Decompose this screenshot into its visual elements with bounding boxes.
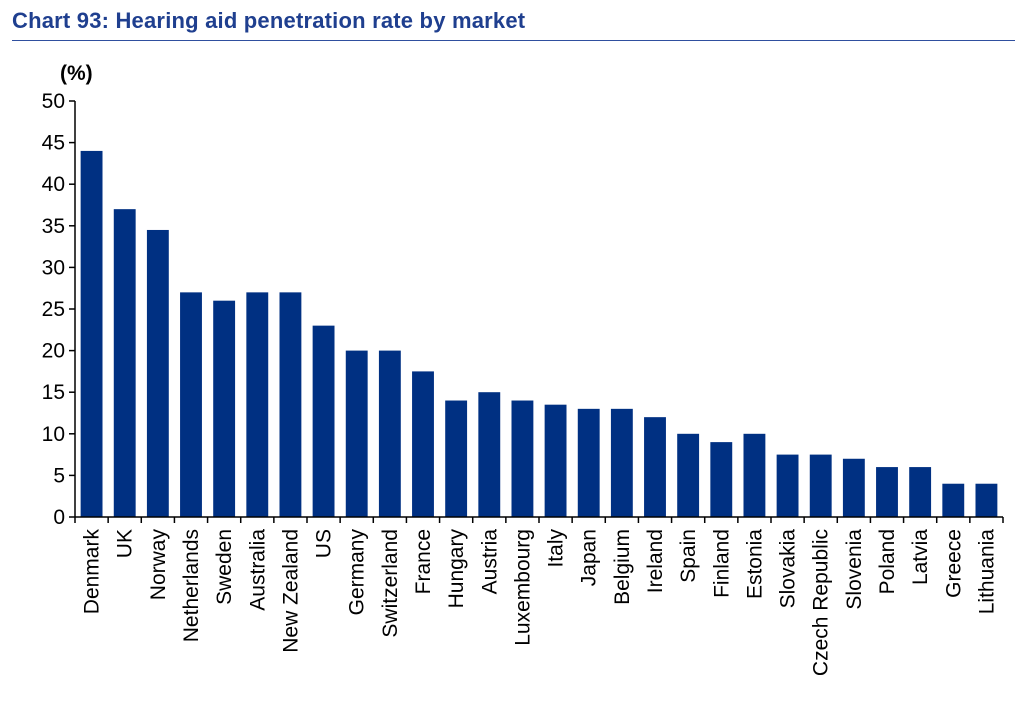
- bar-spain: [677, 433, 700, 517]
- bar-netherlands: [180, 292, 202, 517]
- bar-lithuania: [975, 483, 998, 517]
- y-tick-label: 40: [42, 173, 65, 196]
- x-tick-label: Ireland: [644, 529, 667, 593]
- bar-slovakia: [776, 454, 799, 517]
- x-tick-label: Switzerland: [379, 529, 402, 638]
- bar-austria: [478, 392, 501, 517]
- bar-norway: [146, 229, 169, 517]
- x-tick-label: Germany: [346, 529, 369, 616]
- x-tick-label: Luxembourg: [511, 529, 534, 646]
- chart-title: Chart 93: Hearing aid penetration rate b…: [12, 8, 526, 33]
- x-tick-label: Austria: [478, 529, 501, 595]
- bar-finland: [710, 442, 733, 517]
- bar-sweden: [213, 300, 236, 517]
- y-tick-label: 15: [42, 381, 65, 404]
- x-tick-label: Norway: [147, 529, 170, 601]
- x-tick-label: UK: [114, 529, 137, 558]
- x-tick-label: Slovenia: [843, 529, 866, 610]
- bar-ireland: [644, 417, 666, 517]
- x-tick-label: Latvia: [909, 529, 932, 585]
- bar-uk: [113, 209, 136, 517]
- bar-australia: [246, 292, 269, 517]
- y-tick-label: 5: [53, 464, 65, 487]
- bars: [80, 150, 998, 518]
- x-axis-ticks: Denmark UK Norway Netherlands Sweden Australi…: [74, 517, 1004, 676]
- x-tick-label: Estonia: [743, 529, 766, 599]
- bar-belgium: [610, 408, 633, 517]
- bar-germany: [345, 350, 368, 517]
- y-tick-label: 35: [42, 215, 65, 238]
- x-tick-label: Poland: [876, 529, 899, 594]
- y-tick-label: 30: [42, 256, 65, 279]
- y-axis-unit-label: (%): [60, 62, 93, 85]
- y-tick-label: 45: [42, 132, 65, 155]
- x-tick-label: Greece: [942, 529, 965, 598]
- x-tick-label: New Zealand: [279, 529, 302, 653]
- bar-latvia: [909, 467, 932, 517]
- x-tick-label: US: [313, 529, 336, 558]
- bar-greece: [942, 483, 965, 517]
- bar-us: [312, 325, 335, 517]
- y-tick-label: 0: [53, 506, 65, 529]
- x-tick-label: Netherlands: [180, 529, 203, 642]
- y-tick-label: 10: [42, 423, 65, 446]
- bar-hungary: [445, 400, 468, 517]
- bar-new-zealand: [279, 292, 302, 517]
- x-tick-label: Japan: [578, 529, 601, 586]
- x-tick-label: Australia: [246, 529, 269, 611]
- x-tick-label: Slovakia: [777, 529, 800, 609]
- x-tick-label: Denmark: [81, 529, 104, 615]
- bar-poland: [876, 467, 898, 517]
- bar-luxembourg: [511, 400, 534, 517]
- title-underline: [12, 40, 1015, 41]
- x-tick-label: Spain: [677, 529, 700, 583]
- x-tick-label: France: [412, 529, 435, 594]
- y-tick-label: 25: [42, 298, 65, 321]
- bar-denmark: [80, 150, 103, 518]
- bar-estonia: [743, 433, 766, 517]
- bar-france: [412, 371, 434, 517]
- bar-slovenia: [842, 458, 865, 517]
- x-tick-label: Hungary: [445, 529, 468, 609]
- bar-japan: [577, 408, 600, 517]
- y-tick-label: 20: [42, 340, 65, 363]
- bar-switzerland: [378, 350, 401, 517]
- y-axis-ticks: 0 5 10 15 20 25 30 35 40 45 50: [42, 90, 75, 529]
- x-tick-label: Czech Republic: [810, 529, 833, 676]
- x-tick-label: Lithuania: [975, 529, 998, 615]
- bar-italy: [544, 404, 567, 517]
- x-tick-label: Italy: [545, 529, 568, 568]
- x-tick-label: Belgium: [611, 529, 634, 605]
- bar-czech-republic: [809, 454, 832, 517]
- x-tick-label: Sweden: [213, 529, 236, 605]
- y-tick-label: 50: [42, 90, 65, 113]
- x-tick-label: Finland: [710, 529, 733, 598]
